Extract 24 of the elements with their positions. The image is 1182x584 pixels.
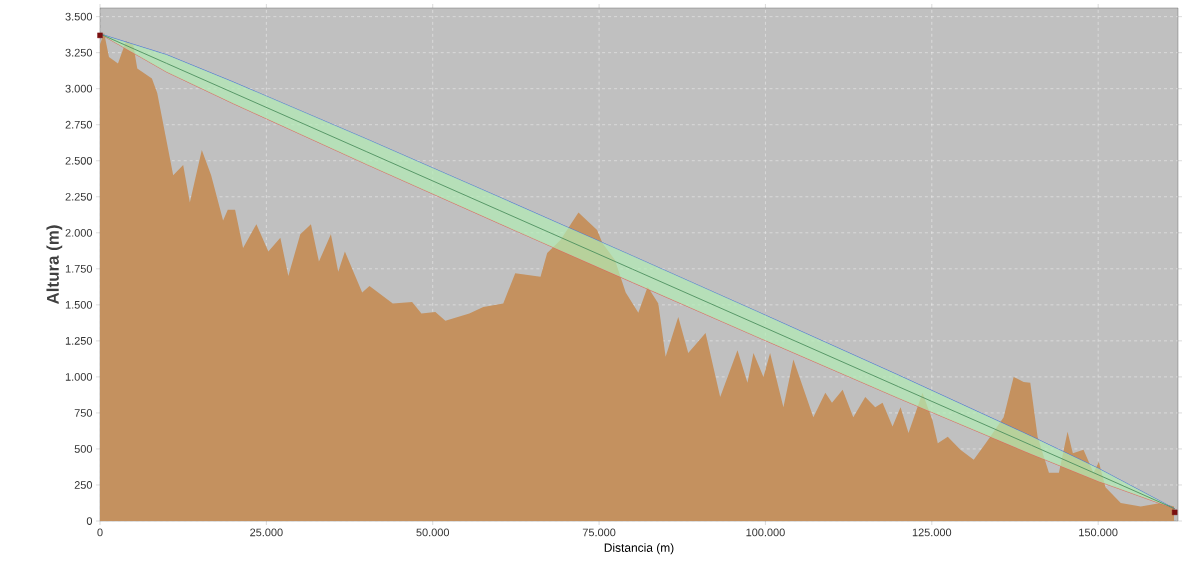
y-tick-label: 2.500 xyxy=(65,156,93,165)
x-tick-label: 150.000 xyxy=(1079,528,1118,537)
y-tick-label: 750 xyxy=(74,409,93,417)
y-tick-label: 3.000 xyxy=(65,84,93,93)
y-tick-label: 1.000 xyxy=(65,373,93,381)
y-tick-label: 3.500 xyxy=(65,12,93,21)
x-tick-label: 0 xyxy=(97,528,103,537)
y-axis-title: Altura (m) xyxy=(46,225,63,305)
y-tick-label: 0 xyxy=(86,517,93,525)
x-tick-label: 75.000 xyxy=(582,528,616,537)
x-tick-label: 125.000 xyxy=(912,528,952,537)
y-tick-label: 500 xyxy=(74,445,93,453)
x-axis-title: Distancia (m) xyxy=(604,543,674,555)
y-tick-label: 1.500 xyxy=(65,300,93,309)
y-tick-label: 2.000 xyxy=(65,228,93,237)
y-tick-label: 1.750 xyxy=(65,264,93,273)
y-tick-label: 3.250 xyxy=(65,48,93,57)
x-tick-label: 50.000 xyxy=(416,528,450,537)
y-tick-label: 250 xyxy=(74,481,93,489)
y-tick-label: 1.250 xyxy=(65,337,93,345)
x-tick-label: 100.000 xyxy=(746,528,785,537)
x-tick-label: 25.000 xyxy=(250,528,283,537)
y-tick-label: 2.750 xyxy=(65,120,93,129)
y-tick-label: 2.250 xyxy=(65,192,93,201)
